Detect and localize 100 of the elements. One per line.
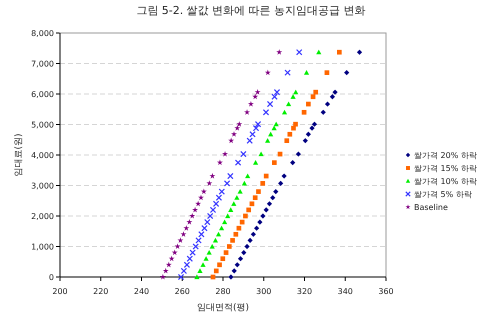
point	[240, 220, 244, 224]
point	[224, 180, 230, 187]
point	[257, 220, 262, 225]
legend-label: 쌀가격 15% 하락	[414, 164, 477, 173]
x-tick-label: 260	[174, 287, 190, 296]
point	[252, 195, 258, 200]
point	[312, 122, 318, 127]
point	[286, 101, 292, 106]
point	[276, 49, 282, 55]
point	[236, 226, 242, 231]
point	[262, 109, 270, 116]
point	[256, 189, 261, 194]
point	[306, 102, 311, 106]
point	[324, 101, 330, 107]
legend-label: 쌀가격 20% 하락	[414, 151, 477, 160]
point	[177, 237, 184, 243]
point	[198, 194, 204, 200]
point	[270, 195, 276, 200]
point	[344, 70, 350, 76]
point	[228, 207, 234, 212]
point	[250, 232, 256, 237]
legend-label: 쌀가격 5% 하락	[414, 190, 472, 199]
point	[222, 150, 228, 157]
y-tick-label: 2,000	[31, 212, 54, 221]
point	[265, 138, 270, 143]
point	[252, 94, 258, 100]
point	[320, 110, 326, 115]
point	[174, 243, 181, 250]
point	[324, 70, 330, 75]
point	[244, 244, 250, 250]
point	[272, 160, 277, 165]
point	[195, 200, 202, 206]
point	[293, 122, 298, 127]
point	[217, 262, 222, 268]
point	[296, 151, 301, 157]
point	[250, 201, 254, 206]
point	[248, 100, 254, 107]
point	[254, 226, 260, 231]
point	[241, 250, 246, 256]
x-axis-title: 임대면적(평)	[196, 303, 250, 313]
point	[168, 256, 175, 262]
point	[203, 256, 209, 261]
point	[200, 262, 206, 267]
point	[293, 90, 298, 94]
point	[302, 110, 306, 115]
point	[274, 122, 279, 126]
point	[186, 218, 192, 225]
point	[183, 225, 190, 231]
point	[264, 70, 271, 76]
chart-title: 그림 5-2. 쌀값 변화에 따른 농지임대공급 변화	[136, 4, 366, 17]
point	[212, 238, 218, 242]
y-tick-label: 1,000	[31, 242, 54, 252]
point	[330, 94, 336, 100]
x-tick-label: 200	[52, 287, 68, 296]
point	[216, 160, 223, 166]
point	[273, 189, 278, 194]
point	[284, 69, 291, 76]
point	[218, 226, 224, 230]
point	[309, 126, 315, 131]
y-tick-label: 8,000	[31, 29, 54, 38]
point	[248, 238, 253, 243]
point	[290, 160, 296, 166]
x-tick-label: 280	[215, 287, 231, 296]
point	[337, 50, 342, 55]
point	[197, 268, 203, 273]
point	[228, 138, 234, 144]
point	[282, 173, 287, 179]
x-tick-label: 240	[134, 287, 150, 296]
point	[227, 172, 234, 180]
point	[278, 152, 282, 156]
point	[243, 214, 248, 218]
point	[238, 189, 243, 194]
point	[290, 94, 296, 99]
point	[225, 213, 230, 218]
point	[254, 89, 261, 95]
point	[242, 180, 247, 186]
point	[234, 262, 240, 268]
y-tick-label: 7,000	[31, 60, 54, 68]
point	[230, 238, 235, 243]
point	[200, 188, 207, 194]
point	[287, 132, 292, 137]
point	[245, 173, 250, 178]
y-tick-label: 0	[48, 273, 54, 282]
point	[260, 213, 266, 219]
point	[252, 124, 260, 132]
point	[172, 249, 178, 256]
x-tick-label: 360	[378, 287, 394, 296]
point	[162, 268, 169, 274]
y-tick-label: 5,000	[31, 120, 54, 130]
point	[222, 220, 228, 224]
point	[268, 132, 274, 136]
point	[206, 180, 212, 186]
point	[264, 207, 269, 212]
point	[220, 256, 226, 262]
y-tick-label: 6,000	[31, 90, 54, 99]
point	[214, 268, 219, 274]
point	[226, 244, 232, 249]
point	[232, 268, 237, 274]
point	[236, 121, 242, 127]
point	[231, 201, 236, 206]
